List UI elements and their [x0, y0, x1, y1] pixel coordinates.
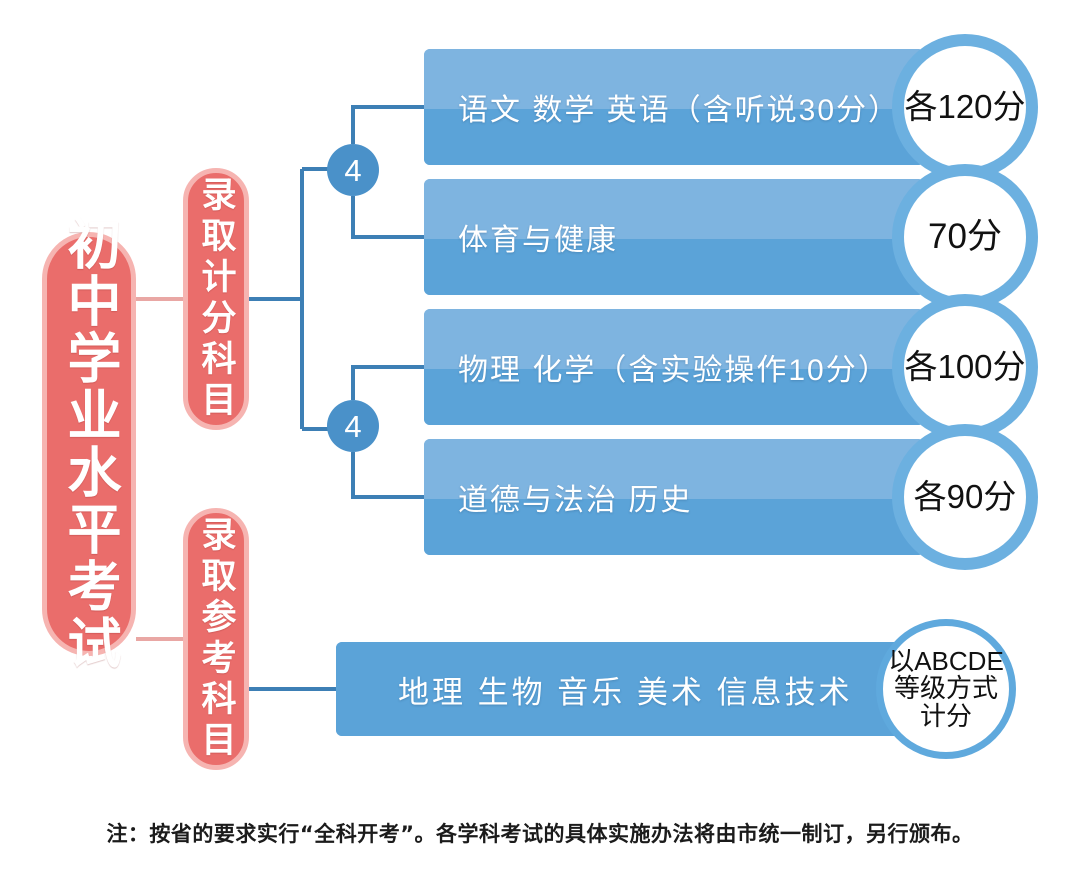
score-circle-4-label: 各90分: [913, 477, 1017, 515]
count-badge-top[interactable]: 4: [327, 144, 379, 196]
bar-band-top: [424, 49, 924, 110]
footnote-text: 注：按省的要求实行“全科开考”。各学科考试的具体实施办法将由市统一制订，另行颁布…: [106, 822, 974, 846]
branch-node-reference-subjects-label: 录取参考科目: [196, 516, 236, 762]
subject-bar-5-label: 地理 生物 音乐 美术 信息技术: [398, 674, 853, 710]
branch-node-scored-subjects-label: 录取计分科目: [196, 176, 236, 422]
root-node-label: 初中学业水平考试: [59, 216, 119, 672]
count-badge-bottom[interactable]: 4: [327, 400, 379, 452]
score-circle-5-line-1: 以ABCDE: [888, 646, 1004, 677]
subject-bar-2[interactable]: 体育与健康: [424, 179, 924, 295]
bar-band-top: [424, 439, 924, 500]
count-badge-bottom-label: 4: [344, 408, 362, 444]
subject-bar-1-label: 语文 数学 英语（含听说30分）: [458, 94, 901, 127]
score-circle-5-line-3: 计分: [919, 700, 972, 731]
score-circle-1-label: 各120分: [904, 87, 1026, 125]
wire-badge-bottom-to-row-3: [351, 365, 424, 400]
score-circle-3[interactable]: 各100分: [892, 294, 1038, 440]
subject-bar-4-label: 道德与法治 历史: [458, 484, 693, 517]
subject-bar-1[interactable]: 语文 数学 英语（含听说30分）: [424, 49, 924, 165]
score-circle-3-label: 各100分: [904, 347, 1026, 385]
wire-badge-top-to-row-2: [351, 196, 424, 239]
subject-bar-2-label: 体育与健康: [458, 224, 618, 257]
score-circle-2-label: 70分: [928, 216, 1002, 256]
wire-badge-bottom-to-row-4: [351, 452, 424, 499]
subject-bar-5[interactable]: 地理 生物 音乐 美术 信息技术: [336, 642, 902, 736]
subject-bar-4[interactable]: 道德与法治 历史: [424, 439, 924, 555]
score-circle-2[interactable]: 70分: [892, 164, 1038, 310]
bar-band-top: [424, 179, 924, 240]
bar-band-bottom: [424, 369, 924, 425]
score-circle-4[interactable]: 各90分: [892, 424, 1038, 570]
subject-bar-3-label: 物理 化学（含实验操作10分）: [458, 354, 890, 387]
branch-node-scored-subjects[interactable]: 录取计分科目: [183, 168, 249, 430]
bar-band-bottom: [424, 109, 924, 165]
subject-bar-3[interactable]: 物理 化学（含实验操作10分）: [424, 309, 924, 425]
branch-node-reference-subjects[interactable]: 录取参考科目: [183, 508, 249, 770]
count-badge-top-label: 4: [344, 152, 362, 188]
wire-badge-top-to-row-1: [351, 105, 424, 144]
root-node[interactable]: 初中学业水平考试: [42, 216, 136, 672]
bar-band-top: [424, 309, 924, 370]
bar-band-bottom: [336, 642, 902, 736]
bar-band-bottom: [424, 239, 924, 295]
score-circle-1[interactable]: 各120分: [892, 34, 1038, 180]
score-circle-5[interactable]: 以ABCDE 等级方式 计分: [876, 619, 1016, 759]
bar-band-bottom: [424, 499, 924, 555]
score-circle-5-line-2: 等级方式: [893, 673, 998, 704]
